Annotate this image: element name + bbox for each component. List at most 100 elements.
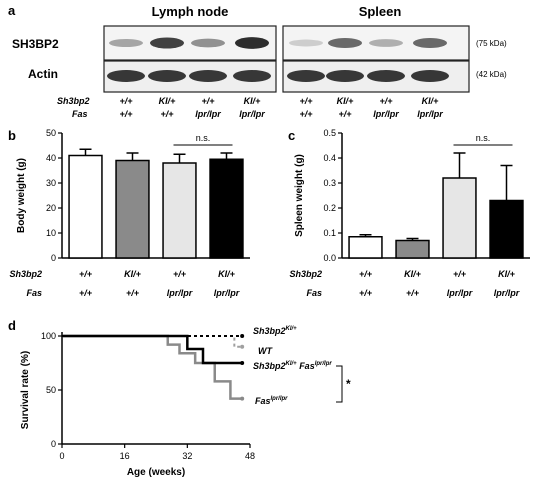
series-label: Faslpr/lpr <box>255 396 288 406</box>
panel-b-letter: b <box>8 128 16 143</box>
genotype-sh3bp2: +/+ <box>79 269 93 279</box>
lane-label-fas: lpr/lpr <box>239 109 265 119</box>
y-tick-label: 0.1 <box>323 228 336 238</box>
genotype-fas: +/+ <box>359 288 373 298</box>
x-axis-label: Age (weeks) <box>127 467 185 478</box>
y-tick-label: 0.5 <box>323 128 336 138</box>
bar <box>68 154 103 259</box>
survival-curve <box>62 334 243 400</box>
sh3bp2-band <box>369 39 403 47</box>
y-tick-label: 0.4 <box>323 153 336 163</box>
y-tick-label: 0 <box>51 439 56 449</box>
y-tick-label: 0.3 <box>323 178 336 188</box>
lane-label-sh3bp2: KI/+ <box>244 96 262 106</box>
y-tick-label: 20 <box>46 203 56 213</box>
significance-star: * <box>346 377 351 391</box>
panel-d-letter: d <box>8 318 16 333</box>
blot-bands <box>107 37 449 82</box>
sh3bp2-band <box>235 37 269 49</box>
body-weight-chart: 0 10 20 30 40 50 Body weight (g) n.s. Sh3bp2 Fas +… <box>9 128 250 298</box>
y-tick-label: 50 <box>46 385 56 395</box>
protein-label-sh3bp2: SH3BP2 <box>12 37 59 51</box>
actin-band <box>189 70 227 82</box>
genotype-fas: +/+ <box>79 288 93 298</box>
bar <box>395 239 430 259</box>
panel-c-letter: c <box>288 128 295 143</box>
lane-label-fas: lpr/lpr <box>373 109 399 119</box>
row-label-fas: Fas <box>306 288 322 298</box>
censor-mark <box>240 396 245 401</box>
y-tick-label: 10 <box>46 228 56 238</box>
y-tick-label: 100 <box>41 331 56 341</box>
lane-label-sh3bp2: KI/+ <box>159 96 177 106</box>
y-tick-label: 50 <box>46 128 56 138</box>
actin-band <box>148 70 186 82</box>
lane-label-sh3bp2: +/+ <box>119 96 133 106</box>
genotype-sh3bp2: KI/+ <box>218 269 236 279</box>
row-label-sh3bp2: Sh3bp2 <box>9 269 42 279</box>
genotype-sh3bp2: KI/+ <box>404 269 422 279</box>
actin-band <box>233 70 271 82</box>
censor-mark <box>240 361 245 365</box>
lane-label-sh3bp2: +/+ <box>379 96 393 106</box>
series-label: Sh3bp2KI/+ Faslpr/lpr <box>253 361 332 371</box>
sh3bp2-band <box>413 38 447 48</box>
actin-band <box>411 70 449 82</box>
sh3bp2-band <box>150 37 184 49</box>
x-tick-label: 16 <box>120 451 130 461</box>
y-tick-label: 30 <box>46 178 56 188</box>
row-label-fas: Fas <box>26 288 42 298</box>
lane-label-fas: +/+ <box>160 109 174 119</box>
genotype-fas: lpr/lpr <box>167 288 193 298</box>
x-tick-label: 0 <box>59 451 64 461</box>
lane-label-fas: +/+ <box>299 109 313 119</box>
ns-label: n.s. <box>196 133 211 143</box>
x-tick-label: 48 <box>245 451 255 461</box>
protein-label-actin: Actin <box>28 67 58 81</box>
lane-label-fas: lpr/lpr <box>195 109 221 119</box>
genotype-sh3bp2: +/+ <box>453 269 467 279</box>
survival-curve <box>62 334 243 365</box>
bar <box>489 199 524 259</box>
lane-label-fas: lpr/lpr <box>417 109 443 119</box>
genotype-fas: lpr/lpr <box>214 288 240 298</box>
survival-chart: 0 50 100 0 16 32 48 Age (weeks) Survival rate (%… <box>20 326 351 478</box>
y-tick-label: 40 <box>46 153 56 163</box>
kda-label-75: (75 kDa) <box>476 39 507 48</box>
lane-label-sh3bp2: KI/+ <box>337 96 355 106</box>
genotype-fas: lpr/lpr <box>447 288 473 298</box>
y-tick-label: 0.0 <box>323 253 336 263</box>
genotype-sh3bp2: KI/+ <box>498 269 516 279</box>
bar <box>162 162 197 259</box>
genotype-sh3bp2: +/+ <box>173 269 187 279</box>
sh3bp2-band <box>328 38 362 48</box>
panel-a-row-label-fas: Fas <box>72 109 88 119</box>
sh3bp2-band <box>109 38 143 48</box>
series-label: Sh3bp2KI/+ <box>253 326 297 336</box>
genotype-sh3bp2: +/+ <box>359 269 373 279</box>
genotype-fas: +/+ <box>126 288 140 298</box>
actin-band <box>107 70 145 82</box>
lane-label-fas: +/+ <box>338 109 352 119</box>
censor-mark <box>240 344 245 349</box>
lane-label-sh3bp2: +/+ <box>299 96 313 106</box>
bar <box>442 177 477 259</box>
genotype-fas: +/+ <box>406 288 420 298</box>
y-axis-label: Survival rate (%) <box>20 351 31 429</box>
tissue-label-spleen: Spleen <box>359 4 402 19</box>
panel-a-row-label-sh3bp2: Sh3bp2 <box>57 96 90 106</box>
actin-band <box>326 70 364 82</box>
bar <box>209 158 244 259</box>
y-tick-label: 0 <box>51 253 56 263</box>
genotype-fas: lpr/lpr <box>494 288 520 298</box>
censor-mark <box>240 334 245 338</box>
x-tick-label: 32 <box>182 451 192 461</box>
spleen-weight-chart: 0.0 0.1 0.2 0.3 0.4 0.5 Spleen weight (g) n.s. S… <box>289 128 530 298</box>
y-axis-label: Body weight (g) <box>16 158 27 233</box>
kda-label-42: (42 kDa) <box>476 70 507 79</box>
tissue-label-lymph-node: Lymph node <box>152 4 229 19</box>
bar <box>115 159 150 259</box>
y-axis-label: Spleen weight (g) <box>294 154 305 237</box>
lane-label-sh3bp2: KI/+ <box>422 96 440 106</box>
